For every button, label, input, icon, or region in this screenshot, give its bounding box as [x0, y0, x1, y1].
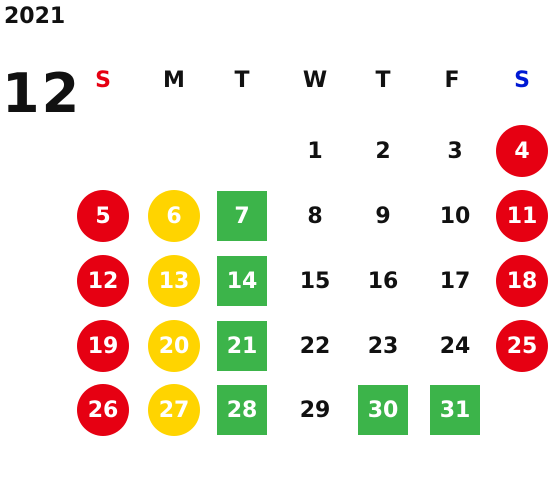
weekday-header-sunday: S	[95, 68, 111, 93]
day-18: 18	[496, 255, 548, 307]
day-6: 6	[148, 190, 200, 242]
weekday-header-saturday: S	[514, 68, 530, 93]
day-3: 3	[447, 138, 463, 164]
day-14: 14	[217, 256, 267, 306]
day-23: 23	[367, 333, 399, 359]
weekday-header-thursday: T	[375, 68, 391, 93]
weekday-header-tuesday: T	[234, 68, 250, 93]
day-17: 17	[439, 268, 471, 294]
weekday-header-friday: F	[444, 68, 460, 93]
day-28: 28	[217, 385, 267, 435]
year-label: 2021	[4, 4, 66, 29]
day-13: 13	[148, 255, 200, 307]
day-15: 15	[299, 268, 331, 294]
weekday-header-wednesday: W	[302, 68, 328, 93]
day-27: 27	[148, 384, 200, 436]
day-12: 12	[77, 255, 129, 307]
day-10: 10	[439, 203, 471, 229]
day-24: 24	[439, 333, 471, 359]
day-25: 25	[496, 320, 548, 372]
day-20: 20	[148, 320, 200, 372]
day-26: 26	[77, 384, 129, 436]
day-8: 8	[307, 203, 323, 229]
day-29: 29	[299, 397, 331, 423]
month-number: 12	[2, 62, 82, 125]
day-2: 2	[375, 138, 391, 164]
day-19: 19	[77, 320, 129, 372]
day-9: 9	[375, 203, 391, 229]
day-11: 11	[496, 190, 548, 242]
day-30: 30	[358, 385, 408, 435]
weekday-header-monday: M	[163, 68, 185, 93]
day-4: 4	[496, 125, 548, 177]
day-7: 7	[217, 191, 267, 241]
day-22: 22	[299, 333, 331, 359]
day-1: 1	[307, 138, 323, 164]
day-31: 31	[430, 385, 480, 435]
day-5: 5	[77, 190, 129, 242]
day-16: 16	[367, 268, 399, 294]
day-21: 21	[217, 321, 267, 371]
